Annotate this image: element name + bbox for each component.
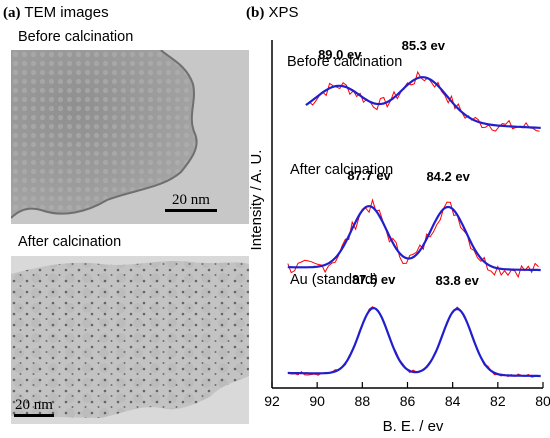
panel-b-title-text: XPS: [268, 4, 299, 21]
scalebar-bottom-bar: [14, 414, 54, 417]
scalebar-top-bar: [165, 209, 217, 212]
tem-before-label: Before calcination: [18, 29, 134, 45]
spectrum-3: Au (standard)87.5 ev 83.8 ev: [287, 272, 541, 378]
spectrum-label: Before calcination: [287, 54, 402, 70]
panel-b-letter: (b): [246, 5, 265, 21]
x-ticks: 92 90 88 86 84 82 80: [264, 382, 550, 409]
x-tick-label: 86: [400, 393, 416, 409]
y-axis-label: Intensity / A. U.: [248, 150, 265, 251]
scalebar-bottom: 20 nm: [14, 398, 54, 417]
panel-a-title: (a) TEM images: [3, 4, 109, 22]
peak-label: 87.7 ev: [347, 168, 391, 183]
scalebar-top: 20 nm: [165, 193, 217, 212]
fit-line: [287, 204, 541, 272]
x-axis-label: B. E. / ev: [383, 418, 444, 435]
scalebar-bottom-label: 20 nm: [15, 397, 53, 413]
scalebar-top-label: 20 nm: [172, 192, 210, 208]
fit-line: [287, 306, 541, 378]
x-tick-label: 88: [355, 393, 371, 409]
measured-line: [287, 198, 539, 279]
panel-a-title-text: TEM images: [24, 4, 109, 21]
tem-image-after: [11, 256, 249, 424]
measured-line: [287, 306, 539, 378]
spectrum-label: Au (standard): [290, 272, 378, 288]
tem-after-label: After calcination: [18, 234, 122, 250]
measured-line: [305, 70, 540, 132]
panel-a-letter: (a): [3, 5, 21, 21]
x-tick-label: 92: [264, 393, 280, 409]
peak-label: 87.5 ev: [352, 272, 396, 287]
spectrum-label: After calcination: [290, 162, 393, 178]
peak-label: 89.0 ev: [318, 47, 362, 62]
x-tick-label: 82: [490, 393, 506, 409]
panel-b-title: (b) XPS: [246, 4, 299, 22]
peak-label: 85.3 ev: [402, 38, 446, 53]
x-tick-label: 84: [445, 393, 461, 409]
x-tick-label: 80: [535, 393, 550, 409]
x-tick-label: 90: [309, 393, 325, 409]
fit-line: [305, 76, 541, 129]
peak-label: 83.8 ev: [435, 273, 479, 288]
peak-label: 84.2 ev: [426, 169, 470, 184]
tem-image-before: [11, 50, 249, 224]
